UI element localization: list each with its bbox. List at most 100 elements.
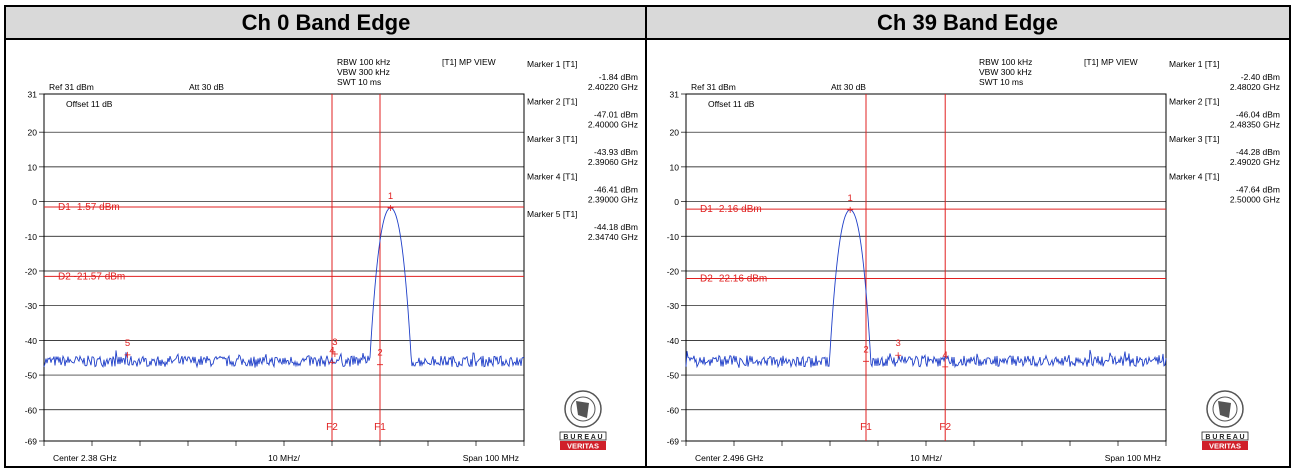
vbw-text: VBW 300 kHz: [337, 67, 390, 77]
trace-marker: [377, 361, 383, 368]
marker-readout-freq: 2.50000 GHz: [1230, 195, 1280, 205]
panel-divider: [645, 7, 647, 466]
trace-marker-label: 2: [863, 344, 868, 355]
marker-readout-level: -46.41 dBm: [594, 185, 638, 195]
marker-readout-freq: 2.40220 GHz: [588, 82, 638, 92]
y-tick-label: -69: [25, 437, 38, 447]
frequency-line-label: F2: [326, 422, 338, 433]
logo-figure-icon: [576, 401, 589, 418]
ref-level-text: Ref 31 dBm: [691, 82, 736, 92]
logo-word1-box: [1201, 431, 1249, 441]
offset-text: Offset 11 dB: [708, 99, 755, 109]
marker-readout-level: -44.28 dBm: [1236, 147, 1280, 157]
trace-marker-label: 3: [332, 337, 337, 348]
marker-readout-label: Marker 4 [T1]: [527, 172, 578, 182]
y-tick-label: -60: [25, 405, 38, 415]
frequency-line-label: F1: [374, 422, 386, 433]
footer-center: Center 2.496 GHz: [695, 453, 764, 463]
logo-word2-box: [560, 441, 606, 450]
marker-readout-level: -2.40 dBm: [1241, 72, 1280, 82]
y-tick-label: 20: [670, 128, 680, 138]
marker-readout-level: -47.64 dBm: [1236, 185, 1280, 195]
footer-div: 10 MHz/: [910, 453, 942, 463]
marker-readout-level: -47.01 dBm: [594, 110, 638, 120]
trace-marker: [847, 206, 854, 213]
trace-marker-label: 1: [848, 193, 853, 204]
plot-frame: [43, 93, 525, 442]
y-tick-label: 31: [28, 90, 38, 100]
logo-figure-icon: [1218, 401, 1231, 418]
marker-readout-label: Marker 2 [T1]: [527, 97, 578, 107]
display-line-label: D1 -1.57 dBm: [58, 202, 120, 213]
footer-span: Span 100 MHz: [463, 453, 519, 463]
plot-frame: [685, 93, 1167, 442]
y-tick-label: 10: [28, 162, 38, 172]
y-tick-label: -69: [667, 437, 680, 447]
offset-text: Offset 11 dB: [66, 99, 113, 109]
spectrum-panel-ch39: 31 20 10 0 -10 -20 -30 -40 -50 -60 -69 RBW 100 kHz V…: [651, 45, 1283, 465]
trace-marker: [942, 363, 949, 370]
logo-word1: B U R E A U: [1205, 434, 1244, 441]
attenuation-text: Att 30 dB: [831, 82, 866, 92]
marker-readout-freq: 2.48020 GHz: [1230, 82, 1280, 92]
trace-marker-label: 1: [388, 191, 393, 202]
trace-marker-label: 5: [125, 338, 130, 349]
spectrum-trace: [685, 209, 1167, 369]
marker-readout-label: Marker 4 [T1]: [1169, 172, 1220, 182]
frequency-line-label: F2: [939, 422, 951, 433]
marker-readout-freq: 2.49020 GHz: [1230, 157, 1280, 167]
marker-readout-label: Marker 1 [T1]: [1169, 59, 1220, 69]
swt-text: SWT 10 ms: [979, 77, 1023, 87]
y-tick-label: 0: [32, 197, 37, 207]
y-tick-label: 31: [670, 90, 680, 100]
marker-readout-freq: 2.39000 GHz: [588, 195, 638, 205]
trace-marker: [331, 351, 338, 358]
display-line-label: D2 -22.16 dBm: [700, 273, 767, 284]
attenuation-text: Att 30 dB: [189, 82, 224, 92]
logo-word1-box: [559, 431, 607, 441]
trace-marker-label: 2: [377, 348, 382, 359]
spectrum-panel-ch0: 31 20 10 0 -10 -20 -30 -40 -50 -60 -69 RBW 100 kHz V…: [9, 45, 641, 465]
y-tick-label: -30: [667, 301, 680, 311]
y-tick-label: -50: [25, 371, 38, 381]
mode-text: [T1] MP VIEW: [442, 57, 496, 67]
marker-readout-freq: 2.39060 GHz: [588, 157, 638, 167]
panel-title-ch0: Ch 0 Band Edge: [6, 7, 646, 40]
marker-readout-level: -1.84 dBm: [599, 72, 638, 82]
y-tick-label: -40: [25, 336, 38, 346]
y-tick-label: -10: [667, 232, 680, 242]
y-tick-label: -20: [667, 266, 680, 276]
mode-text: [T1] MP VIEW: [1084, 57, 1138, 67]
trace-marker: [863, 358, 869, 365]
rbw-text: RBW 100 kHz: [337, 57, 390, 67]
marker-readout-label: Marker 3 [T1]: [1169, 134, 1220, 144]
marker-readout-label: Marker 2 [T1]: [1169, 97, 1220, 107]
panel-title-ch39: Ch 39 Band Edge: [646, 7, 1289, 40]
logo-word2: VERITAS: [567, 442, 599, 451]
marker-readout-freq: 2.34740 GHz: [588, 232, 638, 242]
marker-readout-label: Marker 5 [T1]: [527, 209, 578, 219]
footer-center: Center 2.38 GHz: [53, 453, 117, 463]
footer-span: Span 100 MHz: [1105, 453, 1161, 463]
logo-word1: B U R E A U: [563, 434, 602, 441]
swt-text: SWT 10 ms: [337, 77, 381, 87]
frequency-line-label: F1: [860, 422, 872, 433]
trace-marker: [387, 204, 394, 211]
marker-readout-label: Marker 3 [T1]: [527, 134, 578, 144]
marker-readout-level: -46.04 dBm: [1236, 110, 1280, 120]
y-tick-label: -40: [667, 336, 680, 346]
trace-marker-label: 4: [943, 350, 948, 361]
vbw-text: VBW 300 kHz: [979, 67, 1032, 77]
trace-marker-label: 4: [329, 346, 334, 357]
display-line-label: D1 -2.16 dBm: [700, 204, 762, 215]
y-tick-label: -60: [667, 405, 680, 415]
y-tick-label: 0: [674, 197, 679, 207]
trace-marker: [124, 351, 131, 358]
y-tick-label: -20: [25, 266, 38, 276]
trace-marker-label: 3: [896, 338, 901, 349]
marker-readout-freq: 2.48350 GHz: [1230, 120, 1280, 130]
marker-readout-level: -43.93 dBm: [594, 147, 638, 157]
